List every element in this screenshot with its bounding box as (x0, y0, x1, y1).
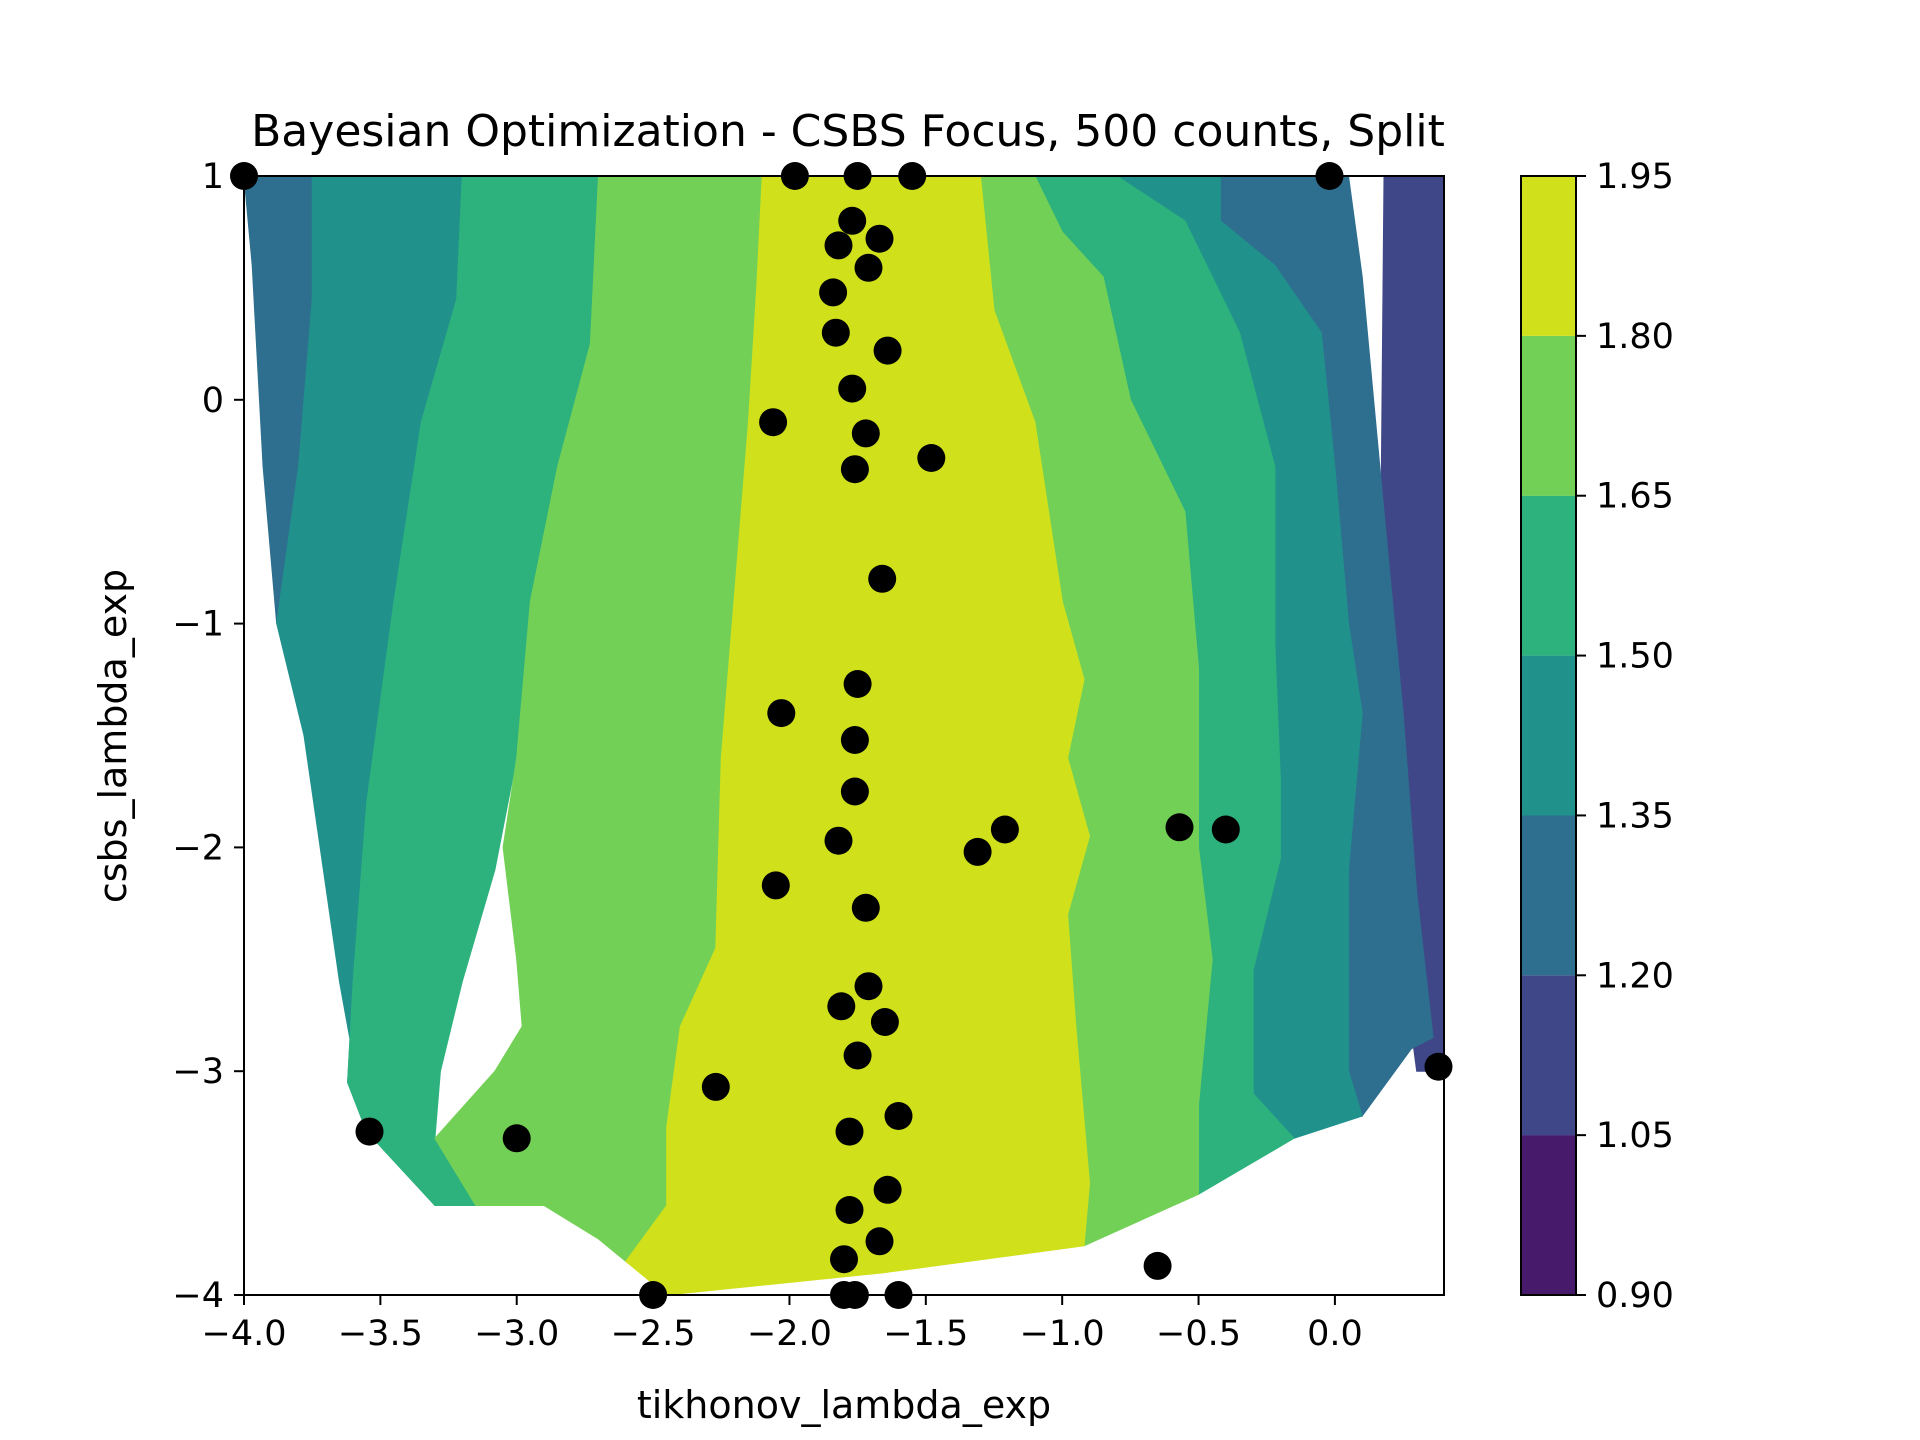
sample-point-39 (835, 1196, 864, 1224)
sample-point-13 (759, 408, 788, 437)
sample-points (230, 162, 1453, 1309)
y-tick-label-0: 1 (202, 157, 224, 197)
sample-point-35 (835, 1117, 864, 1146)
colorbar-label-1: 1.05 (1596, 1116, 1674, 1156)
y-axis-label: csbs_lambda_exp (91, 569, 135, 903)
x-axis: −4.0 −3.5 −3.0 −2.5 −2.0 −1.5 −1.0 −0.5 0.0 (202, 1295, 1363, 1354)
colorbar-label-2: 1.20 (1596, 956, 1674, 996)
sample-point-24 (963, 837, 992, 866)
colorbar-segment-1 (1521, 975, 1576, 1136)
colorbar-label-3: 1.35 (1596, 796, 1674, 836)
sample-point-42 (830, 1245, 858, 1274)
sample-point-25 (1165, 813, 1194, 842)
colorbar-label-6: 1.80 (1596, 317, 1674, 357)
sample-point-17 (868, 564, 897, 593)
sample-point-32 (843, 1041, 872, 1070)
x-tick-label-2: −3.0 (474, 1314, 559, 1354)
x-tick-label-1: −3.5 (338, 1314, 423, 1354)
chart-title: Bayesian Optimization - CSBS Focus, 500 … (251, 106, 1445, 157)
x-tick-label-8: 0.0 (1307, 1314, 1363, 1354)
sample-point-34 (884, 1102, 913, 1130)
sample-point-40 (865, 1227, 894, 1256)
sample-point-6 (865, 224, 894, 253)
sample-point-29 (854, 972, 883, 1001)
sample-point-15 (917, 444, 946, 472)
sample-point-9 (819, 278, 848, 307)
sample-point-31 (870, 1008, 899, 1036)
sample-point-27 (761, 871, 790, 900)
sample-point-5 (838, 206, 867, 235)
sample-point-22 (824, 826, 853, 855)
sample-point-37 (502, 1124, 531, 1153)
x-tick-label-0: −4.0 (202, 1314, 287, 1354)
colorbar-segment-2 (1521, 815, 1576, 976)
sample-point-47 (1424, 1052, 1453, 1081)
y-tick-label-4: −3 (172, 1052, 224, 1092)
y-tick-label-1: 0 (202, 381, 224, 421)
sample-point-28 (851, 893, 880, 922)
sample-point-23 (990, 815, 1019, 844)
plot-area (230, 162, 1453, 1309)
y-tick-label-5: −4 (172, 1276, 224, 1316)
sample-point-30 (827, 992, 856, 1021)
x-tick-label-4: −2.0 (747, 1314, 832, 1354)
colorbar-label-4: 1.50 (1596, 637, 1674, 677)
sample-point-38 (873, 1175, 902, 1204)
sample-point-20 (840, 726, 869, 754)
colorbar-segment-5 (1521, 335, 1576, 496)
colorbar: 0.90 1.05 1.20 1.35 1.50 1.65 1.80 1.95 (1520, 157, 1674, 1316)
sample-point-26 (1211, 815, 1240, 844)
sample-point-8 (854, 253, 883, 282)
sample-point-19 (767, 699, 796, 728)
x-axis-label: tikhonov_lambda_exp (637, 1383, 1051, 1427)
sample-point-18 (843, 670, 872, 698)
y-tick-label-3: −2 (172, 828, 224, 868)
sample-point-36 (355, 1117, 384, 1146)
sample-point-14 (851, 419, 880, 448)
x-tick-label-6: −1.0 (1020, 1314, 1105, 1354)
sample-point-33 (701, 1072, 730, 1101)
colorbar-segment-3 (1521, 655, 1576, 816)
y-axis: 1 0 −1 −2 −3 −4 (172, 157, 244, 1316)
sample-point-12 (838, 374, 867, 403)
x-tick-label-7: −0.5 (1156, 1314, 1241, 1354)
colorbar-segment-4 (1521, 495, 1576, 656)
colorbar-label-7: 1.95 (1596, 157, 1674, 197)
sample-point-7 (824, 231, 853, 260)
x-tick-label-5: −1.5 (883, 1314, 968, 1354)
y-tick-label-2: −1 (172, 605, 224, 645)
x-tick-label-3: −2.5 (611, 1314, 696, 1354)
colorbar-label-0: 0.90 (1596, 1276, 1674, 1316)
sample-point-21 (840, 777, 869, 806)
colorbar-segment-0 (1521, 1135, 1576, 1295)
sample-point-41 (1143, 1251, 1172, 1280)
colorbar-segment-6 (1521, 176, 1576, 336)
colorbar-label-5: 1.65 (1596, 477, 1674, 517)
sample-point-11 (873, 336, 902, 365)
sample-point-10 (821, 318, 850, 347)
plot-frame (243, 175, 1445, 1296)
sample-point-16 (840, 455, 869, 484)
colorbar-frame (1520, 175, 1577, 1296)
